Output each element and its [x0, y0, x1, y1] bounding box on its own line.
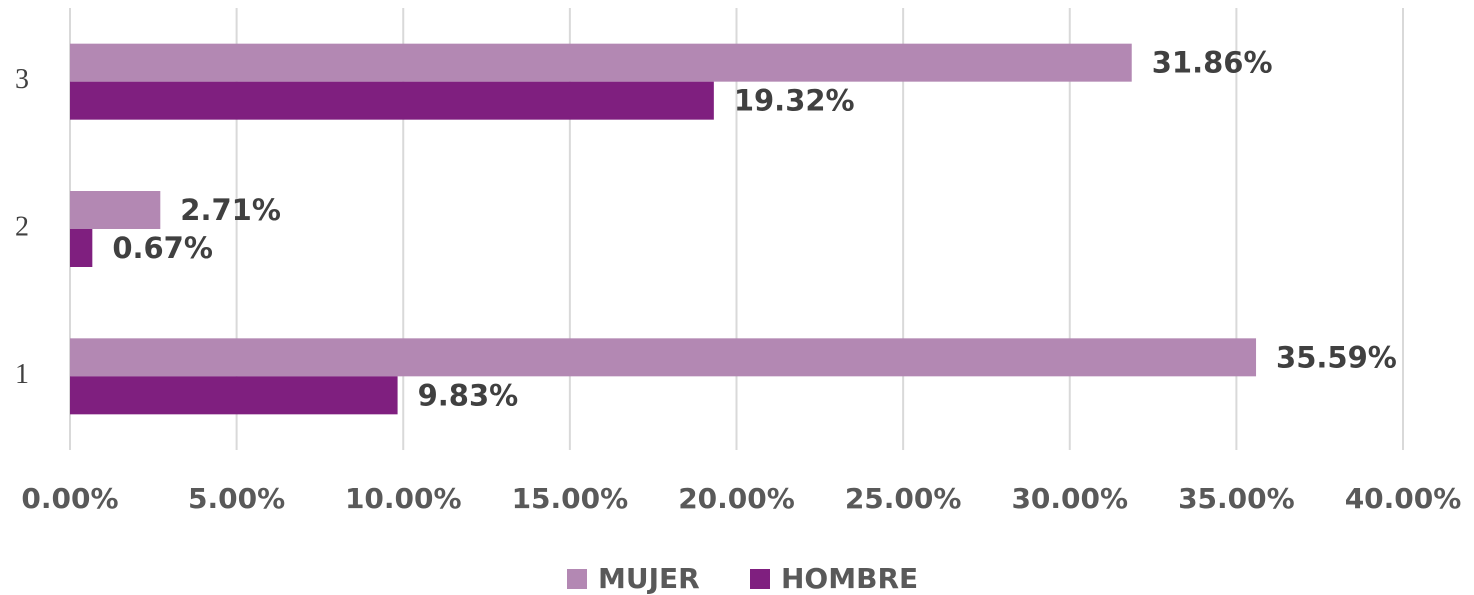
data-label: 31.86%	[1152, 46, 1273, 80]
legend-label: MUJER	[598, 562, 700, 595]
bar	[70, 43, 1132, 82]
y-tick-label: 1	[15, 359, 29, 390]
data-label: 2.71%	[180, 193, 281, 227]
x-tick-label: 10.00%	[345, 482, 462, 515]
x-tick-label: 25.00%	[845, 482, 962, 515]
x-tick-label: 30.00%	[1011, 482, 1128, 515]
data-label: 9.83%	[418, 378, 519, 412]
x-tick-label: 15.00%	[512, 482, 629, 515]
data-label: 35.59%	[1276, 340, 1397, 374]
bar	[70, 81, 714, 120]
y-tick-label: 3	[15, 64, 29, 95]
legend-swatch	[567, 569, 587, 589]
x-tick-label: 40.00%	[1345, 482, 1462, 515]
x-tick-label: 20.00%	[678, 482, 795, 515]
bar	[70, 191, 161, 229]
bar	[70, 338, 1257, 377]
data-label: 19.32%	[734, 84, 855, 118]
x-tick-label: 35.00%	[1178, 482, 1295, 515]
data-label: 0.67%	[112, 231, 213, 265]
bar	[70, 376, 398, 415]
x-tick-label: 5.00%	[188, 482, 285, 515]
bar	[70, 229, 93, 267]
legend-label: HOMBRE	[781, 562, 918, 595]
legend-swatch	[750, 569, 770, 589]
x-tick-label: 0.00%	[21, 482, 118, 515]
y-tick-label: 2	[15, 211, 29, 242]
